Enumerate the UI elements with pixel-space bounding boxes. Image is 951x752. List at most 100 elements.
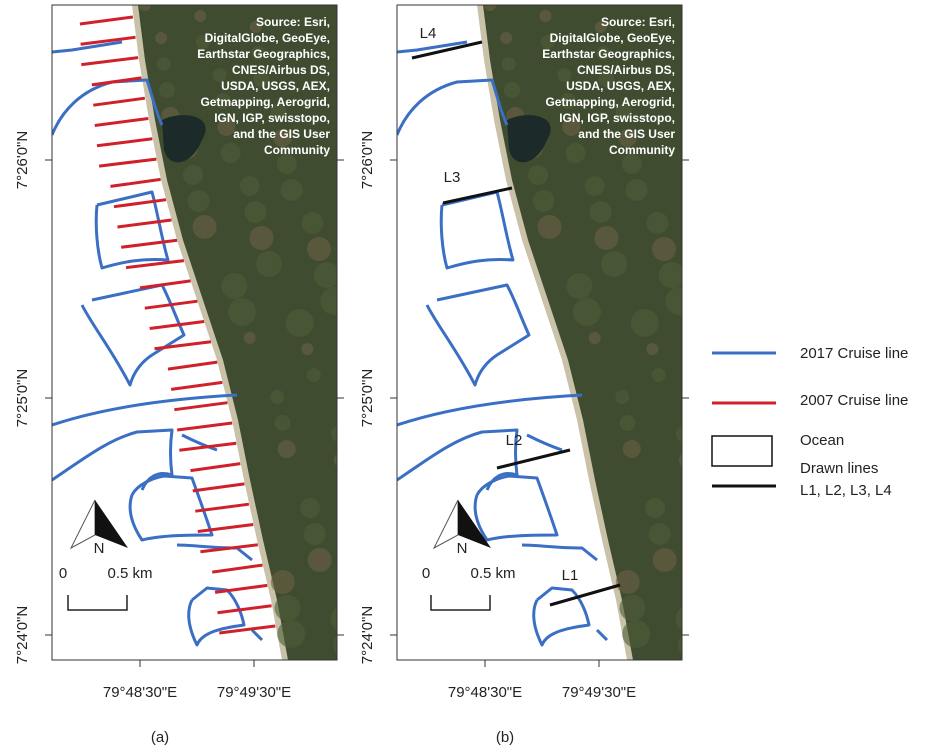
cruise-2017 — [52, 40, 123, 54]
vegetation — [615, 390, 630, 404]
frame — [396, 4, 683, 661]
vegetation — [303, 523, 326, 545]
vegetation — [540, 35, 555, 49]
cruise-2017 — [94, 190, 170, 270]
north-arrow-right — [458, 500, 491, 548]
x-tick-label: 79°49'30"E — [217, 684, 291, 701]
cruise-2017 — [52, 393, 238, 427]
vegetation — [648, 523, 671, 545]
vegetation — [212, 68, 227, 82]
vegetation — [709, 559, 733, 583]
vegetation — [562, 118, 581, 136]
vegetation — [734, 642, 762, 670]
vegetation — [528, 165, 548, 185]
cruise-2007 — [144, 299, 198, 310]
scale-bar — [67, 595, 128, 611]
drawn-line — [496, 448, 571, 470]
cruise-2017 — [526, 433, 563, 452]
vegetation — [682, 476, 702, 496]
cruise-2007 — [149, 320, 205, 330]
vegetation — [739, 487, 759, 507]
vegetation — [159, 82, 175, 98]
cruise-2007 — [113, 198, 167, 209]
cruise-2007 — [121, 238, 178, 249]
source-text: IGN, IGP, swisstopo, — [559, 111, 675, 125]
vegetation — [330, 607, 337, 631]
vegetation — [244, 201, 267, 223]
cruise-2007 — [98, 157, 157, 168]
lagoon — [162, 115, 206, 163]
vegetation — [192, 215, 217, 239]
vegetation — [334, 453, 337, 467]
vegetation — [183, 165, 203, 185]
vegetation — [214, 93, 231, 109]
vegetation — [618, 129, 637, 147]
vegetation — [557, 68, 572, 82]
vegetation — [256, 251, 282, 277]
vegetation — [504, 82, 520, 98]
vegetation — [652, 548, 677, 572]
drawn-line — [549, 583, 621, 607]
cruise-2017 — [80, 283, 186, 387]
cruise-2007 — [154, 340, 212, 351]
source-text: Source: Esri, — [256, 15, 330, 29]
cruise-2007 — [177, 421, 233, 432]
source-text: USDA, USGS, AEX, — [566, 79, 675, 93]
line-label: L4 — [420, 25, 437, 42]
map-panel: Source: Esri, DigitalGlobe, GeoEye, Earths… — [14, 4, 357, 746]
vegetation — [307, 548, 332, 572]
vegetation — [217, 118, 236, 136]
cruise-2007 — [110, 177, 161, 188]
source-text: and the GIS User — [233, 127, 330, 141]
vegetation — [285, 309, 314, 337]
source-text: USDA, USGS, AEX, — [221, 79, 330, 93]
panel-label: (b) — [496, 729, 514, 746]
cruise-2017 — [397, 428, 519, 491]
vegetation — [658, 262, 682, 288]
vegetation — [625, 179, 648, 201]
legend-label: Ocean — [800, 432, 844, 449]
cruise-2017 — [397, 393, 583, 427]
y-tick-label: 7°26'0"N — [359, 131, 376, 189]
cruise-2007 — [219, 624, 276, 635]
vegetation — [306, 368, 321, 382]
source-text: Source: Esri, — [601, 15, 675, 29]
vegetation — [596, 46, 611, 60]
vegetation — [243, 332, 256, 344]
vegetation — [615, 104, 632, 120]
map-panel: Source: Esri, DigitalGlobe, GeoEye, Earths… — [359, 4, 764, 746]
cruise-2007 — [170, 380, 223, 391]
vegetation — [194, 10, 207, 22]
x-tick-label: 79°48'30"E — [448, 684, 522, 701]
vegetation — [195, 35, 210, 49]
source-text: Earthstar Geographics, — [542, 47, 675, 61]
north-label: N — [94, 540, 105, 557]
vegetation — [221, 273, 248, 299]
panel-label: (a) — [151, 729, 169, 746]
vegetation — [277, 620, 306, 648]
vegetation — [622, 620, 651, 648]
vegetation — [589, 201, 612, 223]
vegetation — [704, 354, 716, 366]
cruise-2017 — [250, 628, 264, 642]
scale-label: 0.5 km — [470, 565, 515, 582]
line-label: L1 — [562, 567, 579, 584]
cruise-2007 — [214, 583, 268, 594]
vegetation — [594, 21, 607, 33]
source-text: CNES/Airbus DS, — [232, 63, 330, 77]
vegetation — [742, 512, 764, 534]
vegetation — [598, 71, 615, 87]
y-tick-label: 7°25'0"N — [14, 369, 31, 427]
map — [397, 5, 764, 670]
vegetation — [270, 390, 285, 404]
cruise-2007 — [96, 137, 153, 148]
cruise-2007 — [80, 35, 136, 46]
cruise-2017 — [595, 628, 609, 642]
vegetation — [594, 226, 619, 250]
cruise-2007 — [91, 76, 142, 87]
cruise-2007 — [79, 15, 134, 26]
vegetation — [337, 476, 357, 496]
legend-swatch — [711, 435, 773, 467]
vegetation — [187, 190, 210, 212]
vegetation — [713, 404, 729, 420]
